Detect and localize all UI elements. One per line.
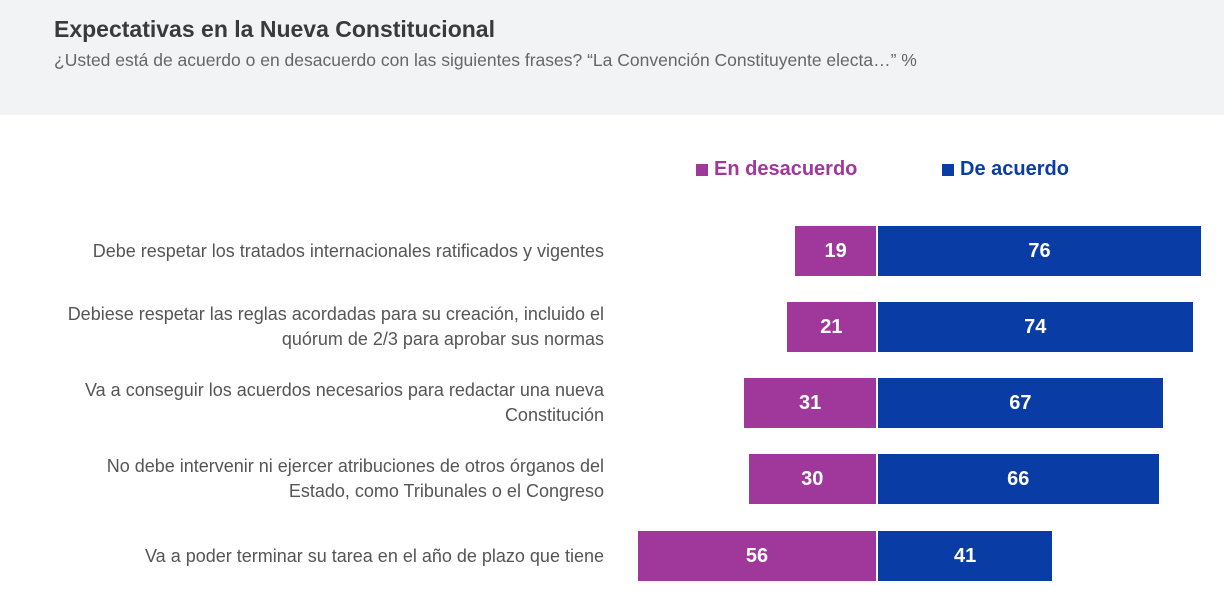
chart-subtitle: ¿Usted está de acuerdo o en desacuerdo c… <box>54 50 917 70</box>
row-label: Va a poder terminar su tarea en el año d… <box>145 545 604 566</box>
data-label-disagree: 56 <box>745 544 769 567</box>
row-label: No debe intervenir ni ejercer atribucion… <box>106 456 604 501</box>
bar-agree: 74 <box>878 302 1193 352</box>
bar-disagree: 19 <box>795 226 876 276</box>
data-label-agree: 66 <box>1007 467 1030 490</box>
header-band: Expectativas en la Nueva Constitucional … <box>0 0 1224 115</box>
data-label-agree: 41 <box>954 544 977 567</box>
legend-item-agree: De acuerdo <box>942 158 1069 181</box>
bar-agree: 66 <box>878 454 1159 504</box>
legend-label-agree: De acuerdo <box>960 158 1069 180</box>
data-label-disagree: 19 <box>824 239 847 262</box>
legend-label-disagree: En desacuerdo <box>714 158 858 180</box>
data-label-disagree: 21 <box>820 315 843 338</box>
row-label: Debe respetar los tratados internacional… <box>92 240 604 261</box>
chart-title: Expectativas en la Nueva Constitucional <box>54 16 495 42</box>
row-label: Va a conseguir los acuerdos necesarios p… <box>85 380 604 425</box>
bar-disagree: 21 <box>786 302 876 352</box>
legend-swatch-disagree <box>696 163 708 176</box>
bar-agree: 41 <box>878 531 1053 581</box>
row-label: Debiese respetar las reglas acordadas pa… <box>67 304 604 349</box>
legend-swatch-agree <box>942 163 954 176</box>
bar-disagree: 56 <box>638 531 876 581</box>
data-label-disagree: 31 <box>799 391 822 414</box>
data-label-agree: 67 <box>1009 391 1032 414</box>
data-label-agree: 76 <box>1028 239 1051 262</box>
data-label-agree: 74 <box>1024 315 1047 338</box>
data-label-disagree: 30 <box>801 467 824 490</box>
legend-item-disagree: En desacuerdo <box>696 158 857 181</box>
bar-agree: 76 <box>878 226 1201 276</box>
bar-disagree: 31 <box>744 378 876 428</box>
bar-agree: 67 <box>878 378 1163 428</box>
bar-disagree: 30 <box>748 454 876 504</box>
